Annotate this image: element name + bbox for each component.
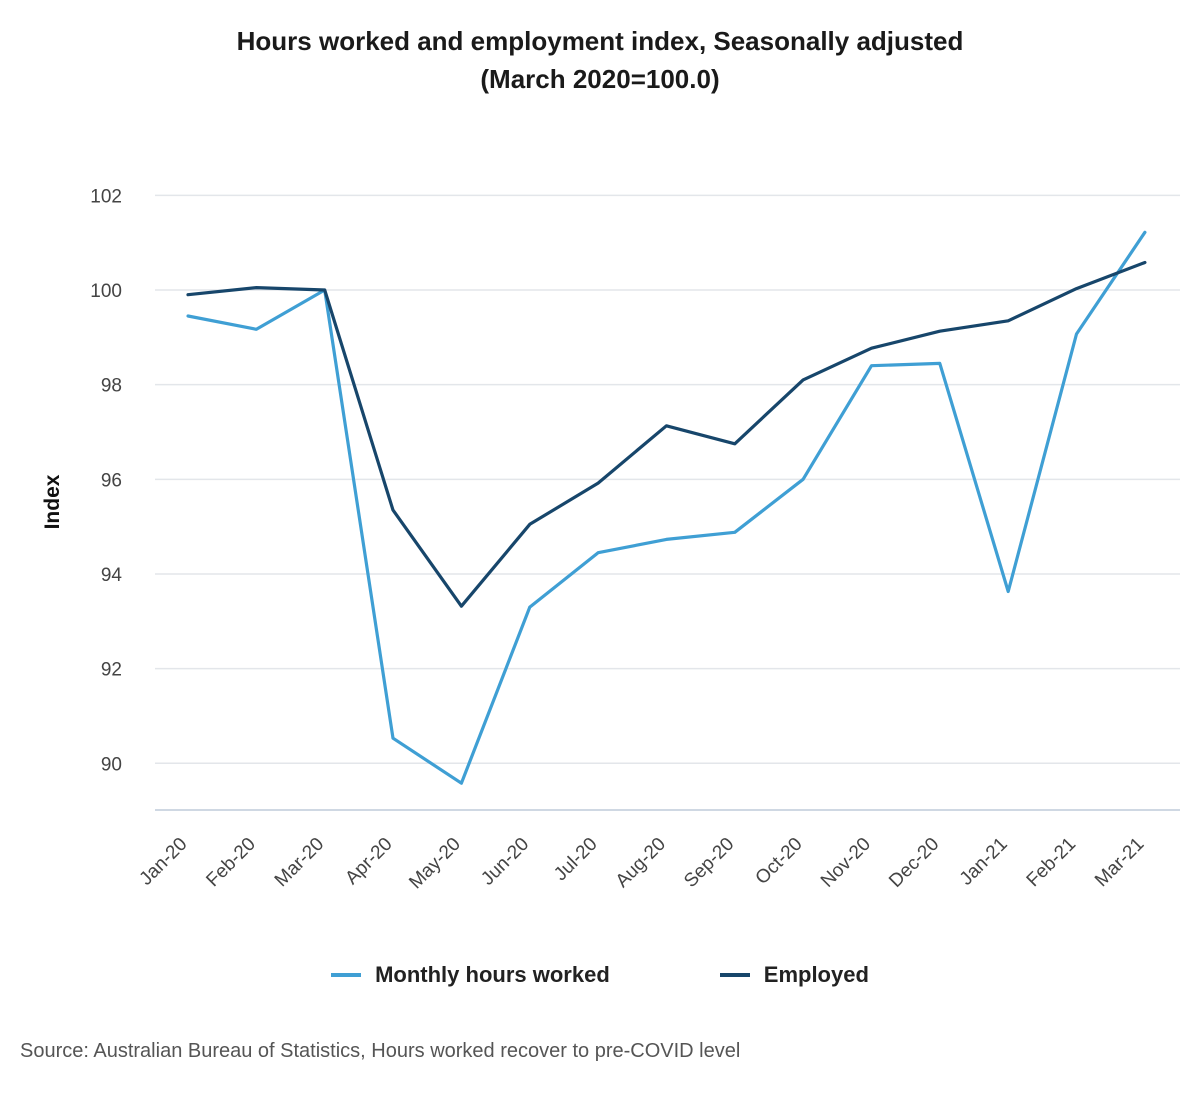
legend-label-employed: Employed xyxy=(763,962,869,987)
y-tick-label: 100 xyxy=(90,281,122,302)
y-tick-label: 90 xyxy=(101,754,122,775)
x-tick-label: Mar-20 xyxy=(271,834,328,891)
y-tick-label: 102 xyxy=(90,186,122,207)
x-tick-label: Oct-20 xyxy=(752,834,807,889)
y-tick-label: 96 xyxy=(101,470,122,491)
legend-swatch-employed xyxy=(719,973,750,977)
legend: Monthly hours worked Employed xyxy=(0,962,1200,988)
chart-subtitle: (March 2020=100.0) xyxy=(480,64,720,94)
x-tick-label: Mar-21 xyxy=(1091,834,1148,891)
gridlines xyxy=(155,194,1180,765)
chart-title-block: Hours worked and employment index, Seaso… xyxy=(0,22,1200,98)
series-lines xyxy=(186,230,1147,785)
y-tick-label: 92 xyxy=(101,660,122,681)
x-tick-label: Feb-20 xyxy=(202,834,259,891)
x-tick-label: Feb-21 xyxy=(1023,834,1080,891)
x-tick-label: Apr-20 xyxy=(341,834,396,889)
x-tick-label: May-20 xyxy=(405,834,465,894)
chart-title: Hours worked and employment index, Seaso… xyxy=(236,26,964,56)
series-line-monthly-hours-worked xyxy=(186,230,1147,785)
x-tick-label: Jan-20 xyxy=(136,834,192,890)
source-note: Source: Australian Bureau of Statistics,… xyxy=(20,1040,741,1062)
y-tick-label: 98 xyxy=(101,376,122,397)
x-tick-label: Jul-20 xyxy=(550,834,601,885)
x-tick-label: Jun-20 xyxy=(477,834,533,890)
x-axis-ticks: Jan-20 Feb-20 Mar-20 Apr-20 May-20 Jun-20 Jul-… xyxy=(136,834,1149,894)
x-tick-label: Dec-20 xyxy=(885,834,943,892)
x-tick-label: Sep-20 xyxy=(680,834,738,892)
x-tick-label: Aug-20 xyxy=(612,834,670,892)
series-line-employed xyxy=(186,260,1147,608)
y-axis-title: Index xyxy=(41,474,64,529)
x-tick-label: Jan-21 xyxy=(956,834,1012,890)
x-tick-label: Nov-20 xyxy=(817,834,875,892)
legend-item-employed: Employed xyxy=(719,962,869,988)
legend-item-hours-worked: Monthly hours worked xyxy=(331,962,610,988)
legend-swatch-hours-worked xyxy=(331,973,362,977)
y-tick-label: 94 xyxy=(101,565,123,586)
legend-label-hours-worked: Monthly hours worked xyxy=(375,962,610,987)
y-axis-ticks: 90 92 94 96 98 100 102 xyxy=(90,186,122,775)
